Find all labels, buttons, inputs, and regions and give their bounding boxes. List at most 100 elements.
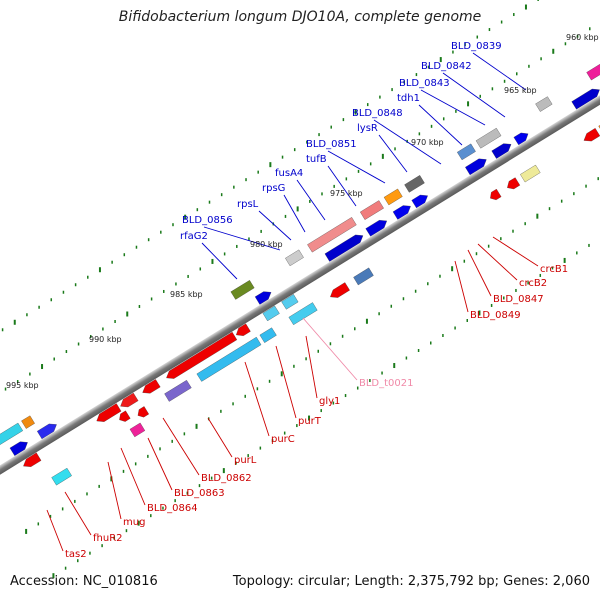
leader-line	[275, 345, 297, 419]
ruler-label: 975 kbp	[330, 189, 363, 198]
leader-line	[327, 165, 357, 207]
leader-line	[46, 509, 64, 552]
gene-label-reverse: BLD_0863	[174, 488, 225, 499]
gene-feature	[0, 422, 24, 445]
gene-label-forward: BLD_0851	[306, 139, 357, 150]
gene-feature	[411, 194, 428, 209]
leader-line	[454, 260, 469, 313]
gene-feature	[583, 127, 600, 142]
gene-label-reverse: fhuR2	[93, 533, 123, 544]
leader-line	[327, 150, 386, 184]
gene-label-reverse: crcB2	[519, 278, 547, 289]
leader-line	[442, 72, 506, 118]
leader-line	[418, 104, 463, 146]
tick-marks	[1, 0, 599, 579]
gene-feature	[330, 282, 350, 298]
gene-label-reverse: BLD_t0021	[359, 378, 414, 389]
leader-line	[120, 447, 146, 506]
leader-line	[305, 335, 318, 399]
gene-feature	[137, 406, 150, 418]
accession-text: Accession: NC_010816	[10, 574, 158, 589]
gene-feature	[513, 132, 529, 146]
ruler-label: 990 kbp	[89, 335, 122, 344]
leader-line	[302, 317, 358, 381]
gene-feature	[129, 422, 146, 438]
gene-label-forward: rpsG	[262, 183, 285, 194]
ruler-label: 995 kbp	[6, 381, 39, 390]
gene-feature	[23, 452, 42, 467]
gene-feature	[259, 327, 277, 343]
leader-line	[147, 437, 173, 491]
leader-line	[244, 361, 270, 437]
gene-feature	[491, 143, 512, 159]
gene-label-reverse: mug	[123, 517, 145, 528]
ruler-label: 970 kbp	[411, 138, 444, 147]
gene-feature	[230, 280, 255, 300]
gene-feature	[392, 205, 411, 220]
gene-label-forward: tdh1	[397, 93, 420, 104]
gene-label-reverse: crcB1	[540, 264, 568, 275]
leader-line	[201, 242, 238, 280]
gene-feature	[490, 188, 502, 201]
leader-line	[472, 52, 527, 91]
gene-feature	[571, 88, 600, 110]
gene-label-reverse: purT	[298, 416, 322, 427]
kbp-ruler: 960 kbp 965 kbp 970 kbp 975 kbp 980 kbp 985 k…	[6, 33, 599, 390]
gene-feature	[520, 164, 541, 183]
gene-label-forward: BLD_0842	[421, 61, 472, 72]
gene-feature	[365, 220, 388, 237]
gene-feature	[235, 323, 251, 336]
leader-line	[64, 491, 92, 536]
gene-feature	[120, 392, 139, 408]
ruler-label: 965 kbp	[504, 86, 537, 95]
gene-label-reverse: purL	[234, 455, 257, 466]
backbone-bar	[0, 62, 600, 490]
gene-label-forward: lysR	[357, 123, 378, 134]
gene-feature	[456, 143, 476, 161]
gene-feature	[465, 158, 487, 176]
leader-line	[492, 236, 539, 267]
leader-line	[258, 210, 292, 241]
gene-label-forward: fusA4	[275, 168, 303, 179]
leader-line	[162, 417, 200, 476]
genome-summary-text: Topology: circular; Length: 2,375,792 bp…	[232, 574, 590, 589]
gene-label-forward: tufB	[306, 154, 327, 165]
leader-line	[477, 243, 518, 281]
gene-label-reverse: BLD_0849	[470, 310, 521, 321]
gene-feature	[196, 336, 262, 382]
gene-feature	[166, 331, 238, 379]
leader-line	[283, 194, 306, 233]
gene-feature	[535, 96, 553, 112]
gene-feature	[324, 234, 364, 262]
gene-feature	[9, 441, 28, 456]
gene-feature	[285, 249, 304, 267]
gene-feature	[353, 267, 374, 286]
gene-feature	[475, 127, 502, 149]
leader-line	[203, 226, 281, 251]
gene-label-forward: BLD_0839	[451, 41, 502, 52]
leader-line	[207, 417, 233, 458]
gene-label-reverse: BLD_0864	[147, 503, 198, 514]
gene-label-forward: BLD_0856	[182, 215, 233, 226]
gene-labels: BLD_0839 BLD_0842 BLD_0843 tdh1 BLD_0848 lysR…	[65, 41, 568, 560]
gene-feature	[254, 291, 272, 305]
gene-label-reverse: BLD_0862	[201, 473, 252, 484]
gene-label-forward: rpsL	[237, 199, 259, 210]
leader-line	[373, 119, 442, 165]
gene-feature	[307, 217, 357, 253]
gene-feature	[119, 410, 131, 422]
gene-label-forward: rfaG2	[180, 231, 208, 242]
gene-label-forward: BLD_0843	[399, 78, 450, 89]
gene-feature	[36, 423, 57, 440]
leader-line	[420, 89, 486, 126]
gene-feature	[288, 302, 318, 326]
gene-feature	[21, 415, 35, 429]
gene-label-reverse: gly1	[319, 396, 340, 407]
gene-feature	[51, 467, 72, 486]
gene-feature	[281, 294, 299, 310]
ruler-label: 985 kbp	[170, 290, 203, 299]
gene-label-reverse: tas2	[65, 549, 87, 560]
gene-feature	[262, 305, 280, 322]
gene-features	[0, 63, 600, 486]
gene-feature	[586, 63, 600, 81]
